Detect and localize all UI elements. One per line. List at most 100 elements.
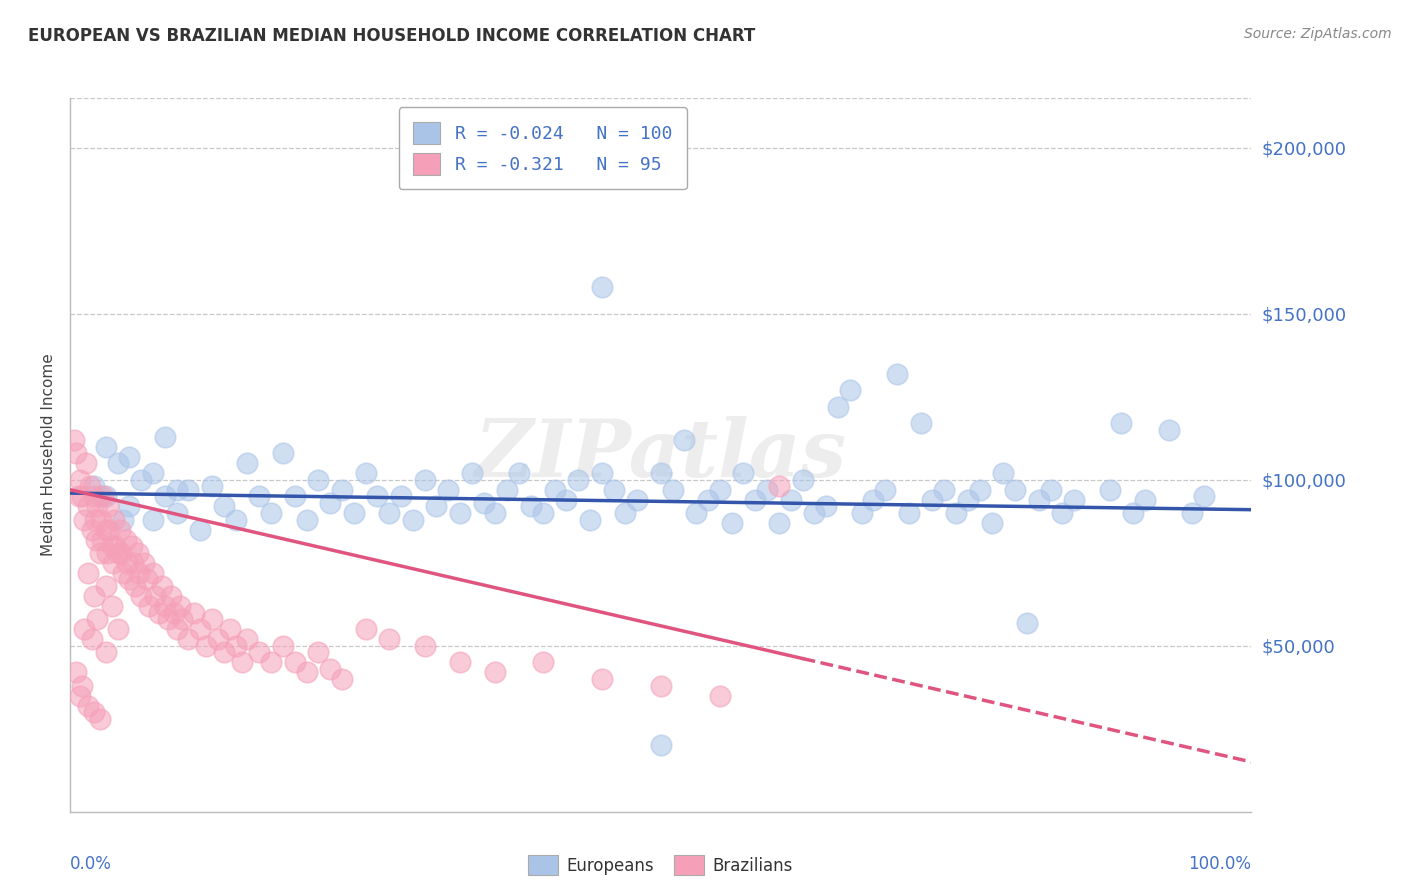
Point [77,566,100,580]
Point [709,483,731,497]
Point [231,656,253,670]
Point [107,622,129,636]
Point [69,473,91,487]
Point [118,500,141,514]
Point [73,513,96,527]
Point [83,479,105,493]
Point [1052,506,1074,520]
Point [247,645,270,659]
Point [83,705,105,719]
Point [142,466,165,480]
Point [815,500,838,514]
Point [138,599,160,613]
Point [188,622,211,636]
Point [1157,423,1180,437]
Point [319,68,342,82]
Point [827,400,849,414]
Point [921,492,943,507]
Point [851,506,873,520]
Point [661,483,683,497]
Point [236,632,259,647]
Point [496,483,519,497]
Point [136,573,159,587]
Point [366,490,388,504]
Y-axis label: Median Household Income: Median Household Income [41,353,56,557]
Point [103,513,125,527]
Point [579,513,602,527]
Point [177,483,200,497]
Point [531,656,554,670]
Point [108,523,131,537]
Point [89,490,111,504]
Point [114,533,136,547]
Point [142,566,165,580]
Point [413,473,436,487]
Point [122,556,145,570]
Point [236,456,259,470]
Point [112,513,135,527]
Point [614,506,637,520]
Point [626,492,648,507]
Point [531,506,554,520]
Point [378,506,401,520]
Text: 100.0%: 100.0% [1188,855,1251,872]
Point [80,523,103,537]
Point [79,479,101,493]
Point [73,622,96,636]
Point [284,656,307,670]
Point [153,490,176,504]
Point [118,573,141,587]
Point [260,506,283,520]
Legend: Europeans, Brazilians: Europeans, Brazilians [522,848,800,882]
Point [897,506,920,520]
Point [65,446,87,460]
Point [127,546,149,560]
Point [555,492,578,507]
Point [910,417,932,431]
Point [115,556,138,570]
Point [207,632,229,647]
Point [107,456,129,470]
Point [543,483,565,497]
Point [201,479,224,493]
Point [591,466,613,480]
Text: 0.0%: 0.0% [70,855,112,872]
Point [218,622,240,636]
Point [934,483,956,497]
Point [945,506,967,520]
Point [153,599,176,613]
Point [307,645,329,659]
Point [132,556,155,570]
Point [212,645,235,659]
Point [733,466,755,480]
Point [319,662,342,676]
Point [295,513,318,527]
Point [75,456,97,470]
Point [343,506,366,520]
Point [159,589,181,603]
Point [172,612,194,626]
Point [697,492,720,507]
Point [567,473,589,487]
Point [271,446,294,460]
Point [484,665,506,680]
Point [744,492,766,507]
Point [67,490,90,504]
Point [94,579,117,593]
Point [650,739,672,753]
Point [792,473,814,487]
Point [98,523,121,537]
Point [969,483,991,497]
Point [461,466,484,480]
Point [768,516,790,530]
Point [886,367,908,381]
Point [803,506,825,520]
Point [121,539,143,553]
Point [1063,492,1085,507]
Point [779,492,801,507]
Point [838,383,860,397]
Point [128,566,150,580]
Point [650,679,672,693]
Point [956,492,979,507]
Point [77,698,100,713]
